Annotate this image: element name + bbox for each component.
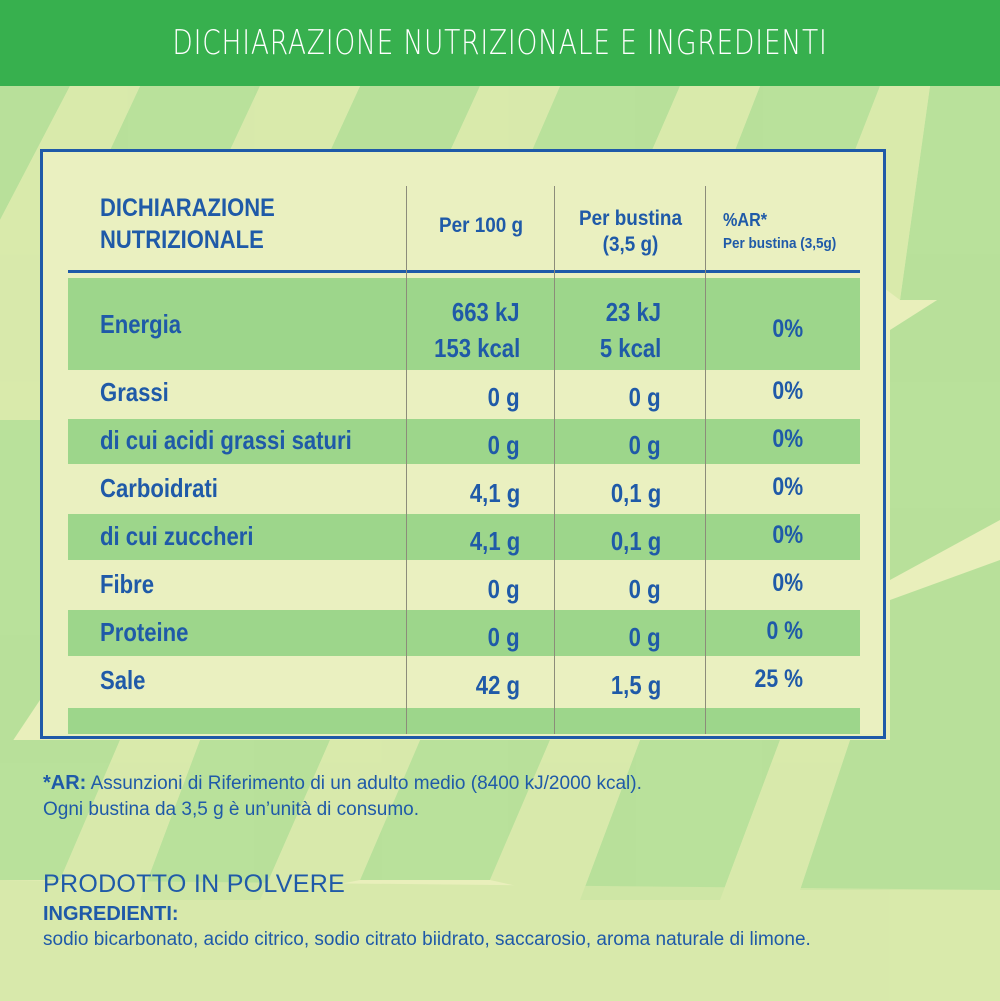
footnote-line1: *AR: Assunzioni di Riferimento di un adu… [43,770,642,797]
header-per-bustina: Per bustina (3,5 g) [563,206,697,258]
row-bustina: 0 g [629,622,661,652]
row-label: di cui acidi grassi saturi [100,425,352,455]
row-ar: 0% [772,473,803,501]
header-label: DICHIARAZIONE NUTRIZIONALE [100,194,275,254]
header-ar: %AR* Per bustina (3,5g) [723,208,867,256]
row-per100: 4,1 g [469,526,520,556]
column-separator [705,186,706,734]
row-bustina: 5 kcal [599,333,661,363]
row-bustina: 0 g [629,574,661,604]
row-ar: 25 % [754,665,803,693]
nutrition-table: DICHIARAZIONE NUTRIZIONALE Per 100 g Per… [40,149,886,739]
column-separator [406,186,407,734]
footnote-text: Assunzioni di Riferimento di un adulto m… [90,773,642,794]
row-ar: 0% [772,377,803,405]
row-band-bottom [68,708,860,734]
row-per100: 0 g [488,622,520,652]
column-separator [554,186,555,734]
row-ar: 0% [772,521,803,549]
row-ar: 0% [772,315,803,343]
row-bustina: 23 kJ [605,297,661,327]
product-title: PRODOTTO IN POLVERE [43,870,346,898]
footnote: *AR: Assunzioni di Riferimento di un adu… [43,770,642,823]
footnote-line2: Ogni bustina da 3,5 g è un’unità di cons… [43,799,420,820]
row-bustina: 0 g [629,382,661,412]
header-ar-line2: Per bustina (3,5g) [723,235,837,252]
header-ar-line1: %AR* [723,210,768,230]
row-label: di cui zuccheri [100,521,254,551]
header-per-bustina-line2: (3,5 g) [602,233,659,256]
row-bustina: 0 g [629,430,661,460]
row-per100: 0 g [488,382,520,412]
row-bustina: 0,1 g [610,526,661,556]
row-per100: 663 kJ [452,297,520,327]
row-label: Proteine [100,617,189,647]
header-title: DICHIARAZIONE NUTRIZIONALE E INGREDIENTI [172,23,828,63]
header-per100: Per 100 g [438,214,524,237]
ingredients-label: INGREDIENTI: [43,903,179,925]
row-per100: 4,1 g [469,478,520,508]
row-band-energia [68,278,860,370]
row-band-saturi [68,419,860,464]
footnote-marker: *AR: [43,772,87,794]
row-per100: 153 kcal [433,333,520,363]
row-label: Carboidrati [100,473,218,503]
row-bustina: 1,5 g [610,670,661,700]
row-label: Sale [100,665,146,695]
row-per100: 42 g [475,670,520,700]
row-label: Fibre [100,569,155,599]
row-ar: 0% [772,425,803,453]
header-divider [68,270,860,273]
row-band-zuccheri [68,514,860,560]
row-label: Grassi [100,377,169,407]
header-per-bustina-line1: Per bustina [579,207,682,230]
row-band-proteine [68,610,860,656]
row-per100: 0 g [488,574,520,604]
ingredients-text: sodio bicarbonato, acido citrico, sodio … [43,929,811,950]
row-per100: 0 g [488,430,520,460]
row-ar: 0 % [766,617,803,645]
row-label: Energia [100,309,182,339]
row-ar: 0% [772,569,803,597]
row-bustina: 0,1 g [610,478,661,508]
page-header: DICHIARAZIONE NUTRIZIONALE E INGREDIENTI [0,0,1000,86]
